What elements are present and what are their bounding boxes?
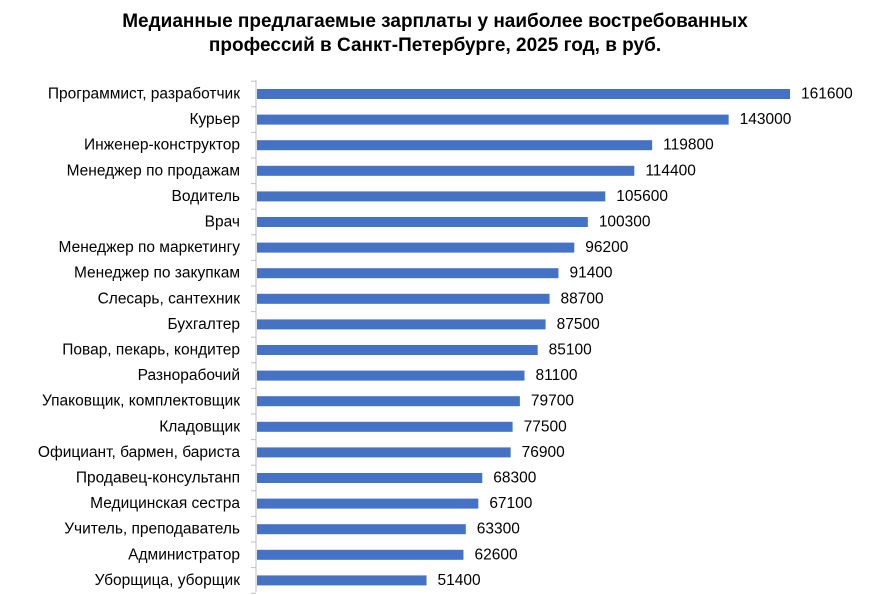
data-label: 88700	[561, 290, 604, 307]
bar	[257, 140, 653, 151]
chart-title: Медианные предлагаемые зарплаты у наибол…	[0, 10, 870, 58]
data-label: 87500	[557, 316, 600, 333]
bar	[257, 319, 546, 330]
bar	[257, 549, 464, 560]
data-label: 68300	[493, 470, 536, 487]
chart-title-line-2: профессий в Санкт-Петербурге, 2025 год, …	[208, 35, 662, 56]
category-label: Учитель, преподаватель	[64, 521, 240, 538]
category-label: Менеджер по продажам	[67, 162, 240, 179]
chart-title-line-1: Медианные предлагаемые зарплаты у наибол…	[122, 11, 748, 32]
category-label: Упаковщик, комплектовщик	[42, 393, 240, 410]
bar	[257, 293, 550, 304]
data-label: 62600	[474, 546, 517, 563]
bar	[257, 242, 575, 253]
data-label: 143000	[740, 111, 792, 128]
data-label: 81100	[535, 367, 577, 384]
category-label: Врач	[205, 214, 240, 231]
data-label: 79700	[531, 393, 574, 410]
category-label: Бухгалтер	[168, 316, 240, 333]
category-label: Слесарь, сантехник	[98, 290, 241, 307]
category-label: Официант, бармен, бариста	[38, 444, 240, 461]
bar	[257, 165, 635, 176]
bar	[257, 191, 606, 202]
bar	[257, 575, 427, 586]
category-label: Водитель	[172, 188, 240, 205]
category-label: Продавец-консультанп	[76, 470, 240, 487]
data-label: 63300	[477, 521, 520, 538]
data-label: 85100	[549, 342, 592, 359]
data-label: 100300	[599, 214, 651, 231]
category-label: Инженер-конструктор	[84, 137, 240, 154]
data-label: 51400	[438, 572, 481, 589]
category-label: Уборщица, уборщик	[95, 572, 241, 589]
data-label: 114400	[645, 162, 696, 179]
category-label: Менеджер по маркетингу	[58, 239, 240, 256]
data-label: 96200	[585, 239, 628, 256]
bar	[257, 524, 466, 535]
bar	[257, 89, 790, 99]
bar	[257, 217, 588, 227]
data-label: 77500	[524, 418, 567, 435]
bar	[257, 396, 520, 407]
category-label: Менеджер по закупкам	[74, 265, 240, 282]
category-label: Повар, пекарь, кондитер	[62, 342, 240, 359]
bar	[257, 345, 538, 355]
data-label: 76900	[522, 444, 565, 461]
data-label: 105600	[616, 188, 668, 205]
data-label: 91400	[569, 265, 612, 282]
bar	[257, 447, 511, 458]
category-label: Администратор	[128, 546, 240, 563]
bar	[257, 114, 729, 125]
category-label: Программист, разработчик	[48, 86, 240, 103]
data-label: 119800	[663, 137, 714, 154]
bar	[257, 268, 559, 279]
category-label: Кладовщик	[159, 418, 240, 435]
data-label: 161600	[801, 86, 853, 103]
category-label: Разнорабочий	[138, 367, 240, 384]
bar	[257, 473, 483, 483]
category-label: Медицинская сестра	[90, 495, 240, 512]
data-label: 67100	[489, 495, 532, 512]
bar	[257, 370, 525, 381]
bar	[257, 421, 513, 432]
category-label: Курьер	[189, 111, 240, 128]
bar	[257, 498, 479, 509]
